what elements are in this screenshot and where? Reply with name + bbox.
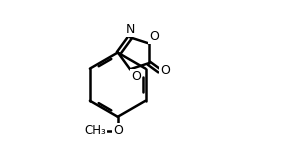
Text: O: O [149, 30, 160, 43]
Text: O: O [161, 64, 170, 77]
Text: O: O [113, 124, 123, 137]
Text: N: N [125, 23, 135, 36]
Text: O: O [131, 70, 141, 83]
Text: CH₃: CH₃ [84, 124, 106, 137]
